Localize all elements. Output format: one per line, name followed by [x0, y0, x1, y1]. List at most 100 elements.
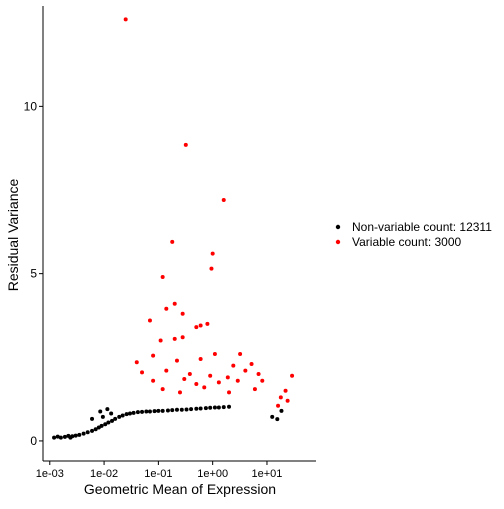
- data-point: [275, 417, 280, 422]
- x-tick-label: 1e+01: [252, 468, 283, 480]
- data-point: [100, 414, 105, 419]
- legend-label: Non-variable count: 12311: [352, 220, 492, 234]
- data-point: [276, 403, 281, 408]
- data-point: [135, 410, 140, 415]
- y-ticks: 0 5 10: [24, 99, 43, 448]
- data-point: [216, 380, 221, 385]
- data-point: [58, 435, 63, 440]
- data-point: [210, 251, 215, 256]
- data-point: [183, 142, 188, 147]
- data-point: [184, 407, 189, 412]
- data-point: [140, 409, 145, 414]
- legend-label: Variable count: 3000: [352, 235, 462, 249]
- data-point: [205, 321, 210, 326]
- x-tick-label: 1e+00: [197, 468, 228, 480]
- data-point: [202, 385, 207, 390]
- data-point: [249, 361, 254, 366]
- data-point: [147, 318, 152, 323]
- data-point: [238, 351, 243, 356]
- x-tick-label: 1e-03: [36, 468, 64, 480]
- data-point: [221, 405, 226, 410]
- data-point: [156, 408, 161, 413]
- data-point: [177, 390, 182, 395]
- data-point: [160, 387, 165, 392]
- data-point: [113, 416, 118, 421]
- y-tick-label: 0: [30, 434, 37, 448]
- data-point: [198, 356, 203, 361]
- data-point: [144, 409, 149, 414]
- data-point: [290, 373, 295, 378]
- data-point: [110, 418, 115, 423]
- y-axis-title: Residual Variance: [5, 179, 21, 292]
- data-point: [85, 430, 90, 435]
- y-tick-label: 5: [30, 267, 37, 281]
- data-point: [55, 434, 60, 439]
- data-point: [90, 416, 95, 421]
- data-point: [256, 372, 261, 377]
- data-point: [103, 422, 108, 427]
- data-point: [243, 368, 248, 373]
- data-point: [131, 410, 136, 415]
- data-point: [109, 411, 114, 416]
- data-point: [151, 378, 156, 383]
- data-point: [227, 390, 232, 395]
- data-point: [221, 198, 226, 203]
- data-point: [160, 408, 165, 413]
- data-point: [225, 375, 230, 380]
- data-point: [170, 239, 175, 244]
- data-point: [174, 358, 179, 363]
- data-point: [123, 17, 128, 22]
- data-point: [212, 351, 217, 356]
- data-point: [106, 420, 111, 425]
- data-point: [172, 336, 177, 341]
- data-point: [147, 409, 152, 414]
- data-point: [208, 405, 213, 410]
- data-point: [231, 363, 236, 368]
- data-point: [164, 306, 169, 311]
- data-point: [140, 370, 145, 375]
- data-point: [98, 409, 103, 414]
- data-point: [160, 274, 165, 279]
- data-point: [62, 434, 67, 439]
- data-point: [194, 406, 199, 411]
- x-tick-label: 1e-02: [90, 468, 118, 480]
- x-axis-title: Geometric Mean of Expression: [84, 481, 276, 497]
- data-point: [189, 407, 194, 412]
- data-point: [165, 408, 170, 413]
- data-point: [172, 301, 177, 306]
- points-layer: [52, 17, 295, 440]
- data-point: [81, 431, 86, 436]
- data-point: [252, 387, 257, 392]
- data-point: [90, 428, 95, 433]
- data-point: [270, 414, 275, 419]
- data-point: [52, 435, 57, 440]
- data-point: [187, 372, 192, 377]
- data-point: [198, 323, 203, 328]
- data-point: [68, 435, 73, 440]
- data-point: [260, 378, 265, 383]
- x-tick-label: 1e-01: [144, 468, 172, 480]
- data-point: [164, 368, 169, 373]
- data-point: [73, 433, 78, 438]
- data-point: [179, 407, 184, 412]
- data-point: [99, 423, 104, 428]
- data-point: [212, 405, 217, 410]
- data-point: [208, 373, 213, 378]
- legend-key: [335, 224, 341, 230]
- data-point: [203, 406, 208, 411]
- data-point: [158, 338, 163, 343]
- axes-layer: [42, 6, 316, 462]
- data-point: [209, 266, 214, 271]
- data-point: [198, 406, 203, 411]
- data-point: [227, 404, 232, 409]
- y-tick-label: 10: [24, 99, 38, 113]
- data-point: [180, 335, 185, 340]
- data-point: [120, 413, 125, 418]
- data-point: [127, 411, 132, 416]
- x-ticks: 1e-03 1e-02 1e-01 1e+00 1e+01: [36, 461, 283, 480]
- data-point: [279, 408, 284, 413]
- data-point: [170, 408, 175, 413]
